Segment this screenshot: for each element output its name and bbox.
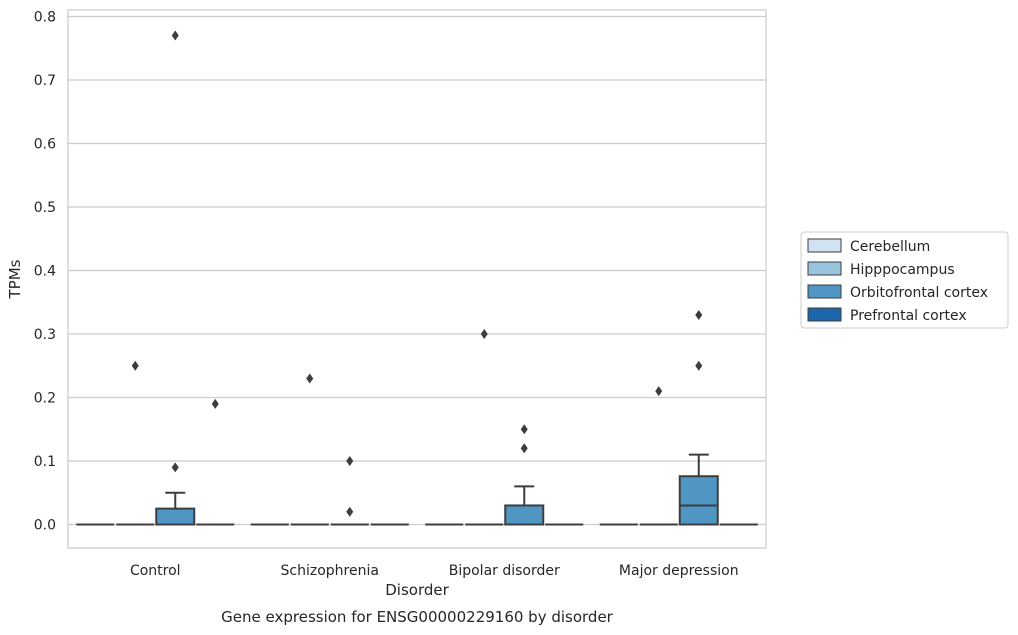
box-prefrontal-cortex xyxy=(196,398,235,526)
outlier-point xyxy=(520,424,528,435)
box-orbitofrontal-cortex xyxy=(678,309,719,526)
legend-swatch xyxy=(807,307,842,322)
legend: Cerebellum Hipppocampus Orbitofrontal cort… xyxy=(800,231,1009,329)
legend-swatch xyxy=(807,238,842,253)
box-body xyxy=(155,507,196,526)
x-tick-label: Control xyxy=(130,563,181,579)
box-orbitofrontal-cortex xyxy=(504,424,545,526)
box-orbitofrontal-cortex xyxy=(155,30,196,526)
box-hipppocampus xyxy=(465,329,504,526)
y-tick-label: 0.7 xyxy=(34,73,56,89)
x-tick-label: Major depression xyxy=(619,563,739,579)
outlier-point xyxy=(171,462,179,473)
x-tick-label: Schizophrenia xyxy=(281,563,379,579)
box-hipppocampus xyxy=(639,386,678,526)
box-hipppocampus xyxy=(290,373,329,526)
y-tick-label: 0.4 xyxy=(34,264,56,280)
y-tick-label: 0.0 xyxy=(34,518,56,534)
outlier-point xyxy=(211,398,219,409)
chart-title: Gene expression for ENSG00000229160 by d… xyxy=(221,608,614,626)
box-orbitofrontal-cortex xyxy=(330,456,369,526)
outlier-point xyxy=(346,506,354,517)
x-tick-label: Bipolar disorder xyxy=(449,563,560,579)
y-axis-label: TPMs xyxy=(6,259,24,299)
legend-swatch xyxy=(807,284,842,299)
legend-swatch xyxy=(807,261,842,276)
y-tick-labels: 0.0 0.1 0.2 0.3 0.4 0.5 0.6 0.7 0.8 xyxy=(34,10,56,534)
legend-label: Hipppocampus xyxy=(850,262,955,278)
y-tick-label: 0.3 xyxy=(34,327,56,343)
box-body xyxy=(504,504,545,526)
outlier-point xyxy=(131,360,139,371)
boxes xyxy=(76,30,758,526)
outlier-point xyxy=(306,373,314,384)
y-tick-label: 0.6 xyxy=(34,137,56,153)
outlier-point xyxy=(655,386,663,397)
legend-label: Cerebellum xyxy=(850,239,930,255)
outlier-point xyxy=(695,360,703,371)
y-tick-label: 0.8 xyxy=(34,10,56,26)
legend-label: Orbitofrontal cortex xyxy=(850,285,988,301)
grid-lines xyxy=(68,15,766,526)
box-hipppocampus xyxy=(116,360,155,526)
y-tick-label: 0.5 xyxy=(34,200,56,216)
outlier-point xyxy=(171,30,179,41)
x-axis-label: Disorder xyxy=(385,581,449,599)
legend-label: Prefrontal cortex xyxy=(850,308,967,324)
y-tick-label: 0.2 xyxy=(34,391,56,407)
outlier-point xyxy=(695,309,703,320)
outlier-point xyxy=(480,329,488,339)
x-tick-labels: Control Schizophrenia Bipolar disorder Majo… xyxy=(130,563,739,579)
y-tick-label: 0.1 xyxy=(34,454,56,470)
outlier-point xyxy=(520,443,528,454)
outlier-point xyxy=(346,456,354,466)
legend-frame xyxy=(800,231,1009,329)
plot-frame xyxy=(67,9,767,549)
box-body xyxy=(678,475,719,526)
